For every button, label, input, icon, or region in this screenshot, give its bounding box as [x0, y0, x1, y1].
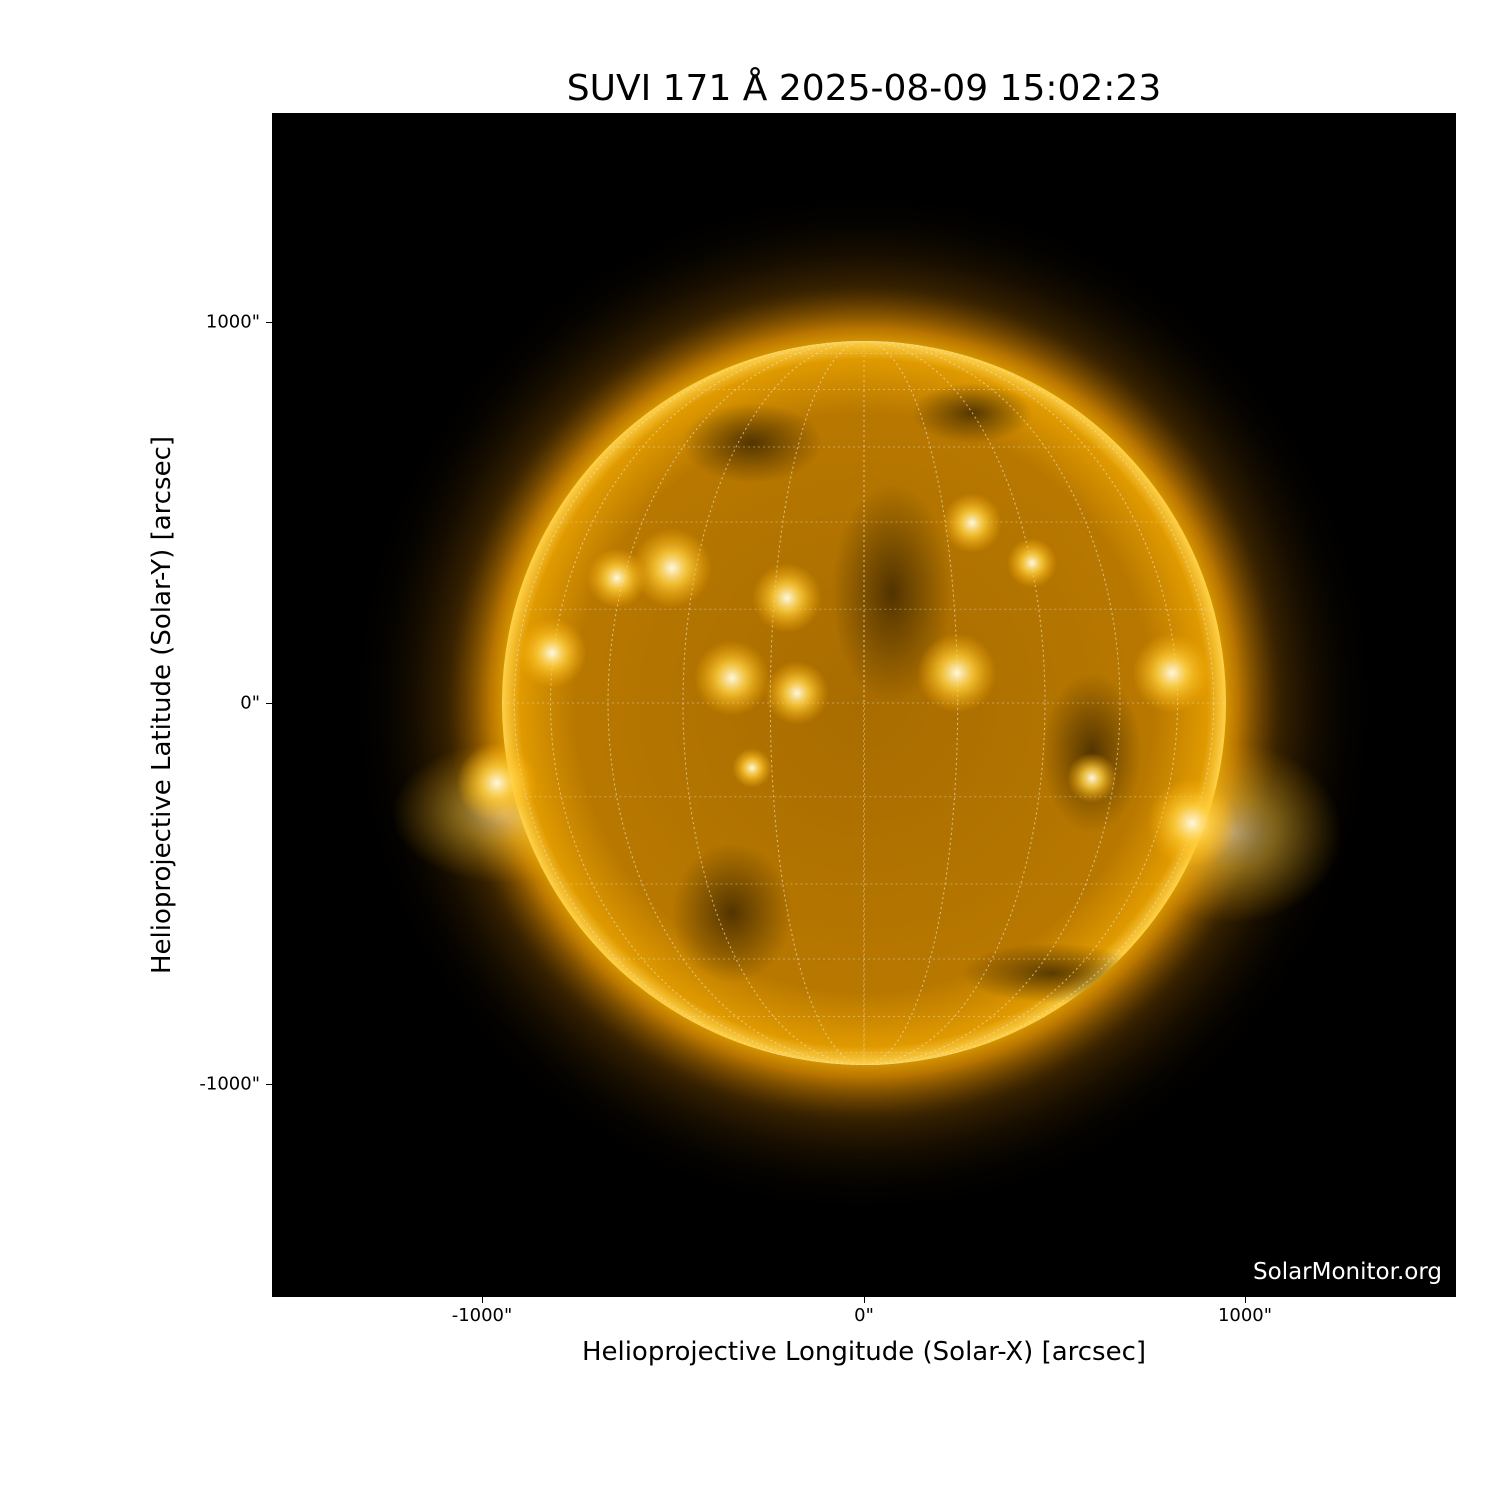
x-tick-label: 0" [854, 1305, 874, 1326]
watermark: SolarMonitor.org [1253, 1259, 1442, 1285]
y-axis-label: Helioprojective Latitude (Solar-Y) [arcs… [147, 435, 177, 975]
longitude-grid-line [682, 341, 1046, 1065]
y-tick-mark [266, 1084, 272, 1085]
longitude-grid-line [513, 341, 1215, 1065]
x-tick-mark [864, 1297, 865, 1303]
sun-image [344, 183, 1384, 1223]
longitude-grid-line [682, 341, 1046, 1065]
longitude-grid-line [863, 341, 865, 1065]
y-tick-label: 0" [240, 692, 260, 714]
y-tick-label: 1000" [205, 311, 260, 333]
x-tick-mark [1245, 1297, 1246, 1303]
longitude-grid-line [607, 341, 1121, 1065]
solar-image-axes: SolarMonitor.org [272, 113, 1456, 1297]
y-tick-mark [266, 703, 272, 704]
y-tick-mark [266, 322, 272, 323]
plot-title: SUVI 171 Å 2025-08-09 15:02:23 [566, 68, 1162, 109]
y-tick-label: -1000" [199, 1073, 260, 1095]
x-tick-mark [482, 1297, 483, 1303]
longitude-grid-line [607, 341, 1121, 1065]
x-axis-label: Helioprojective Longitude (Solar-X) [arc… [581, 1337, 1147, 1367]
x-tick-label: 1000" [1217, 1305, 1273, 1326]
x-tick-label: -1000" [451, 1305, 513, 1326]
longitude-grid-line [513, 341, 1215, 1065]
